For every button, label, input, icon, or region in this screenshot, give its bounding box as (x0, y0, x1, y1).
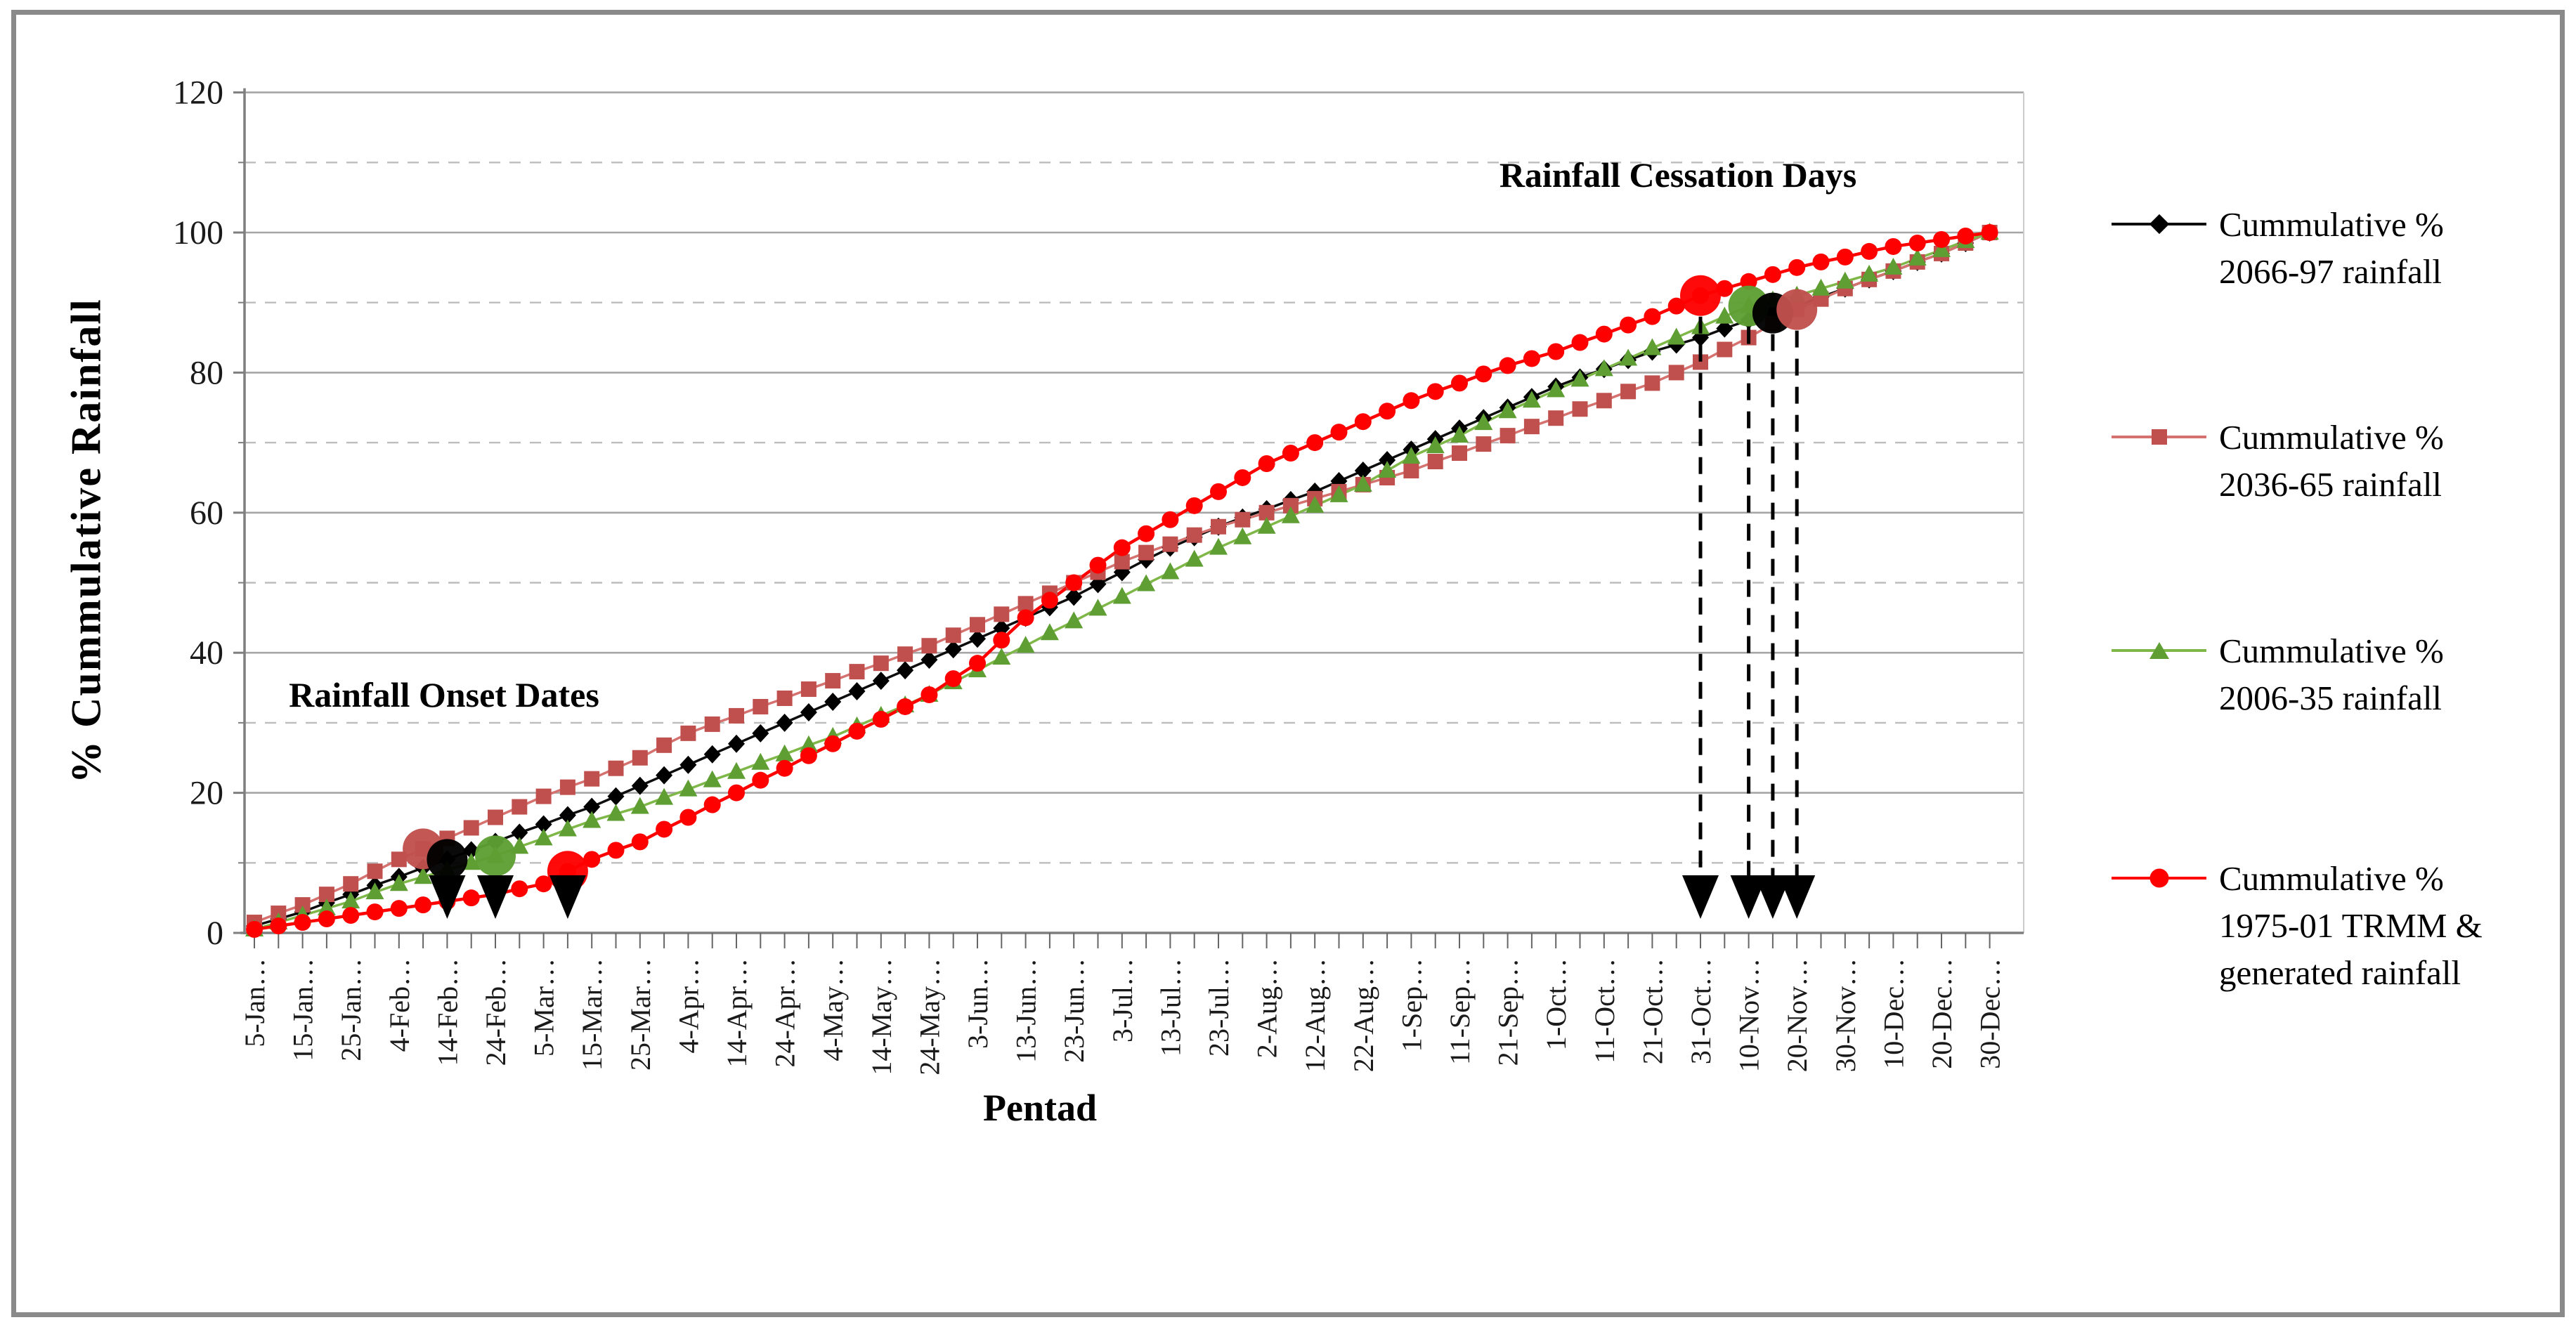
svg-text:13-Jul…: 13-Jul… (1154, 958, 1186, 1057)
svg-text:30-Dec…: 30-Dec… (1975, 958, 2006, 1069)
legend-circle-icon (2112, 855, 2206, 901)
svg-text:1-Sep…: 1-Sep… (1396, 958, 1427, 1052)
svg-text:40: 40 (190, 634, 223, 672)
svg-text:21-Oct…: 21-Oct… (1637, 958, 1668, 1064)
legend-triangle-icon (2112, 627, 2206, 674)
svg-text:15-Mar…: 15-Mar… (576, 958, 608, 1071)
cessation-annotation-label: Rainfall Cessation Days (1499, 155, 1857, 195)
legend-entry-2066-97: Cummulative % 2066-97 rainfall (2112, 201, 2444, 295)
svg-text:12-Aug…: 12-Aug… (1299, 958, 1331, 1072)
legend-label: Cummulative % 1975-01 TRMM & generated rai… (2219, 859, 2483, 992)
svg-text:100: 100 (173, 214, 223, 251)
legend-entry-2006-35: Cummulative % 2006-35 rainfall (2112, 627, 2444, 721)
svg-text:30-Nov…: 30-Nov… (1830, 958, 1861, 1072)
svg-text:14-May…: 14-May… (866, 958, 897, 1076)
svg-text:25-Mar…: 25-Mar… (625, 958, 656, 1071)
legend-diamond-icon (2112, 201, 2206, 247)
y-axis-title: % Cummulative Rainfall (63, 298, 110, 784)
svg-text:1-Oct…: 1-Oct… (1540, 958, 1572, 1050)
svg-text:11-Oct…: 11-Oct… (1589, 958, 1620, 1064)
svg-text:120: 120 (173, 74, 223, 112)
svg-text:20-Nov…: 20-Nov… (1781, 958, 1813, 1072)
legend-entry-1975-01: Cummulative % 1975-01 TRMM & generated rai… (2112, 855, 2483, 996)
svg-text:24-Feb…: 24-Feb… (480, 958, 512, 1066)
svg-text:24-Apr…: 24-Apr… (769, 958, 801, 1068)
svg-text:22-Aug…: 22-Aug… (1348, 958, 1379, 1072)
svg-text:23-Jun…: 23-Jun… (1058, 958, 1090, 1063)
svg-text:21-Sep…: 21-Sep… (1492, 958, 1524, 1066)
svg-text:5-Mar…: 5-Mar… (528, 958, 560, 1057)
svg-text:23-Jul…: 23-Jul… (1203, 958, 1235, 1057)
svg-text:24-May…: 24-May… (913, 958, 945, 1076)
svg-text:2-Aug…: 2-Aug… (1251, 958, 1283, 1058)
onset-annotation-label: Rainfall Onset Dates (289, 675, 599, 714)
svg-text:3-Jun…: 3-Jun… (962, 958, 994, 1049)
svg-text:20: 20 (190, 775, 223, 812)
legend-entry-2036-65: Cummulative % 2036-65 rainfall (2112, 414, 2444, 508)
x-axis-title: Pentad (983, 1087, 1097, 1129)
svg-text:4-Apr…: 4-Apr… (672, 958, 704, 1054)
legend-label: Cummulative % 2036-65 rainfall (2219, 418, 2444, 504)
svg-text:4-May…: 4-May… (817, 958, 849, 1061)
svg-text:20-Dec…: 20-Dec… (1926, 958, 1958, 1069)
svg-text:14-Apr…: 14-Apr… (721, 958, 753, 1068)
svg-text:10-Nov…: 10-Nov… (1733, 958, 1765, 1072)
legend-label: Cummulative % 2066-97 rainfall (2219, 205, 2444, 291)
svg-text:31-Oct…: 31-Oct… (1685, 958, 1717, 1064)
svg-text:3-Jul…: 3-Jul… (1107, 958, 1138, 1042)
svg-text:25-Jan…: 25-Jan… (335, 958, 367, 1061)
svg-text:11-Sep…: 11-Sep… (1444, 958, 1476, 1065)
svg-text:13-Jun…: 13-Jun… (1010, 958, 1042, 1063)
svg-text:60: 60 (190, 495, 223, 532)
legend-label: Cummulative % 2006-35 rainfall (2219, 632, 2444, 717)
legend-square-icon (2112, 414, 2206, 460)
svg-text:10-Dec…: 10-Dec… (1878, 958, 1909, 1069)
svg-text:15-Jan…: 15-Jan… (287, 958, 319, 1061)
svg-text:5-Jan…: 5-Jan… (239, 958, 271, 1047)
svg-text:80: 80 (190, 354, 223, 391)
svg-text:0: 0 (207, 915, 223, 952)
svg-text:14-Feb…: 14-Feb… (431, 958, 463, 1066)
svg-text:4-Feb…: 4-Feb… (384, 958, 415, 1052)
